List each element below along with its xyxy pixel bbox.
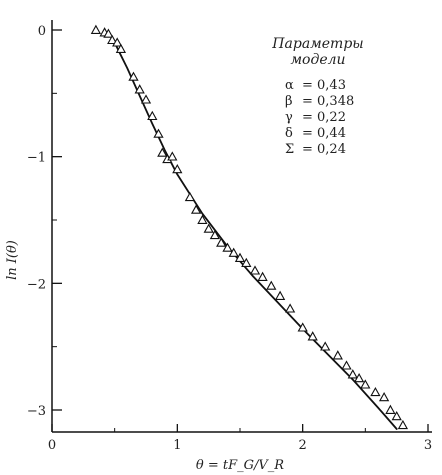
data-point [341,360,352,370]
x-tick-label-3: 3 [424,438,432,453]
x-tick-label-0: 0 [48,438,56,453]
data-point [209,229,221,240]
param-symbol-gamma: γ [285,110,293,125]
data-point [134,84,145,94]
data-point [241,257,252,267]
data-point [249,265,261,275]
data-point [257,271,268,281]
data-point [274,290,286,300]
data-point [203,223,214,233]
data-point [190,204,202,214]
param-symbol-alpha: α [285,78,294,93]
data-point [167,151,178,161]
param-value-alpha: = 0,43 [302,78,346,93]
x-axis-label: θ = tF_G/V_R [196,458,284,473]
data-point [157,147,168,157]
ticks: 0 1 2 3 0 −1 −2 −3 [27,24,432,453]
legend: Параметры модели α = 0,43 β = 0,348 γ = … [271,36,363,157]
data-point [128,71,139,81]
data-point [197,214,208,224]
param-value-delta: = 0,44 [302,126,346,141]
y-tick-label-1: −1 [27,151,46,166]
x-tick-label-1: 1 [173,438,181,453]
legend-title-line1: Параметры [271,36,363,52]
data-point [332,350,343,360]
data-point [172,163,183,174]
data-point [370,386,381,397]
experimental-points [90,24,409,430]
x-tick-label-2: 2 [299,438,307,453]
y-tick-label-3: −3 [27,404,46,419]
data-point [397,419,409,430]
param-symbol-delta: δ [285,126,293,141]
data-point [234,252,246,262]
data-point [103,28,114,38]
data-point [284,303,296,313]
y-axis-label: ln I(θ) [5,240,20,280]
axes [51,20,432,433]
param-value-sigma: = 0,24 [302,142,346,157]
model-curve [107,31,398,430]
data-point [385,404,396,414]
data-point [147,110,158,121]
data-point [360,379,371,389]
data-point [107,34,118,45]
data-point [216,237,227,247]
data-point [353,372,365,383]
data-point [307,331,318,341]
data-point [320,341,331,351]
data-point [90,24,102,34]
y-tick-label-2: −2 [27,277,46,292]
data-point [153,128,164,138]
data-point [115,43,127,53]
y-tick-label-0: 0 [38,24,46,39]
data-point [297,322,308,332]
data-point [112,37,123,47]
model-curve-line [107,31,398,430]
param-symbol-sigma: Σ [285,142,294,157]
data-point [228,247,239,257]
data-point [266,280,277,290]
data-point [378,391,390,402]
param-symbol-beta: β [285,94,293,109]
data-point [184,191,196,202]
data-point [140,94,152,104]
data-point [347,369,358,379]
param-value-beta: = 0,348 [302,94,354,109]
data-point [222,242,233,252]
param-value-gamma: = 0,22 [302,110,346,125]
legend-title-line2: модели [290,52,345,68]
data-point [391,410,402,421]
